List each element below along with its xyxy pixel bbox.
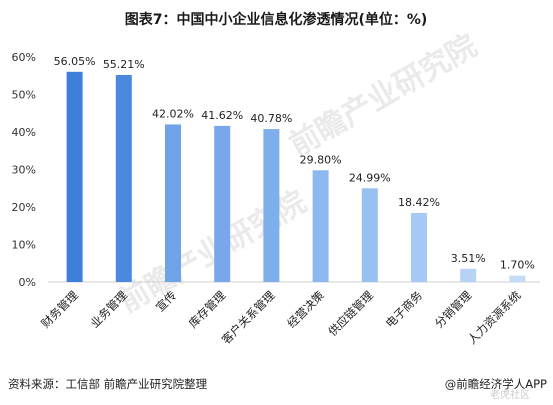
bars (66, 71, 526, 283)
y-tick-label: 30% (12, 164, 36, 177)
x-tick-label: 库存管理 (186, 288, 229, 331)
source-note: 资料来源：工信部 前瞻产业研究院整理 (8, 377, 208, 391)
bar-value-label: 42.02% (152, 107, 194, 120)
x-tick-label: 客户关系管理 (219, 288, 278, 347)
y-tick-label: 10% (12, 239, 36, 252)
x-tick-label: 经营决策 (284, 288, 327, 331)
bar-value-label: 24.99% (349, 171, 391, 184)
bar-value-label: 18.42% (398, 196, 440, 209)
bar-value-label: 56.05% (54, 55, 96, 68)
watermark-text-2: 前瞻产业研究院 (284, 28, 483, 163)
y-tick-label: 0% (19, 276, 36, 289)
data-labels: 56.05% 55.21% 42.02% 41.62% 40.78% 29.80% 24.9… (54, 55, 535, 272)
bar (214, 125, 231, 282)
corner-watermark: 老虎社区 (490, 388, 530, 401)
bar (115, 74, 132, 283)
bar (66, 71, 83, 282)
bar (411, 212, 427, 282)
brand-note: @前瞻经济学人APP (445, 377, 547, 391)
x-tick-label: 分销管理 (432, 288, 475, 331)
bar-value-label: 40.78% (250, 112, 292, 125)
y-tick-label: 40% (12, 126, 36, 139)
y-axis: 0% 10% 20% 30% 40% 50% 60% (12, 51, 36, 289)
y-tick-label: 60% (12, 51, 36, 64)
bar (509, 275, 526, 282)
bar-value-label: 55.21% (103, 58, 145, 71)
bar (165, 124, 181, 282)
bar-value-label: 29.80% (300, 153, 342, 166)
x-tick-label: 供应链管理 (325, 288, 376, 339)
bar-value-label: 41.62% (201, 109, 243, 122)
y-tick-label: 50% (12, 89, 36, 102)
bar (361, 188, 378, 282)
bar (263, 129, 280, 282)
x-tick-label: 人力资源系统 (465, 288, 524, 347)
x-tick-label: 财务管理 (38, 288, 81, 331)
bar-value-label: 3.51% (451, 252, 486, 265)
y-tick-label: 20% (12, 201, 36, 214)
x-tick-label: 电子商务 (383, 288, 426, 331)
chart-title: 图表7：中国中小企业信息化渗透情况(单位：%) (125, 11, 428, 28)
bar-value-label: 1.70% (500, 259, 535, 272)
bar (312, 170, 329, 282)
bar (460, 268, 477, 282)
